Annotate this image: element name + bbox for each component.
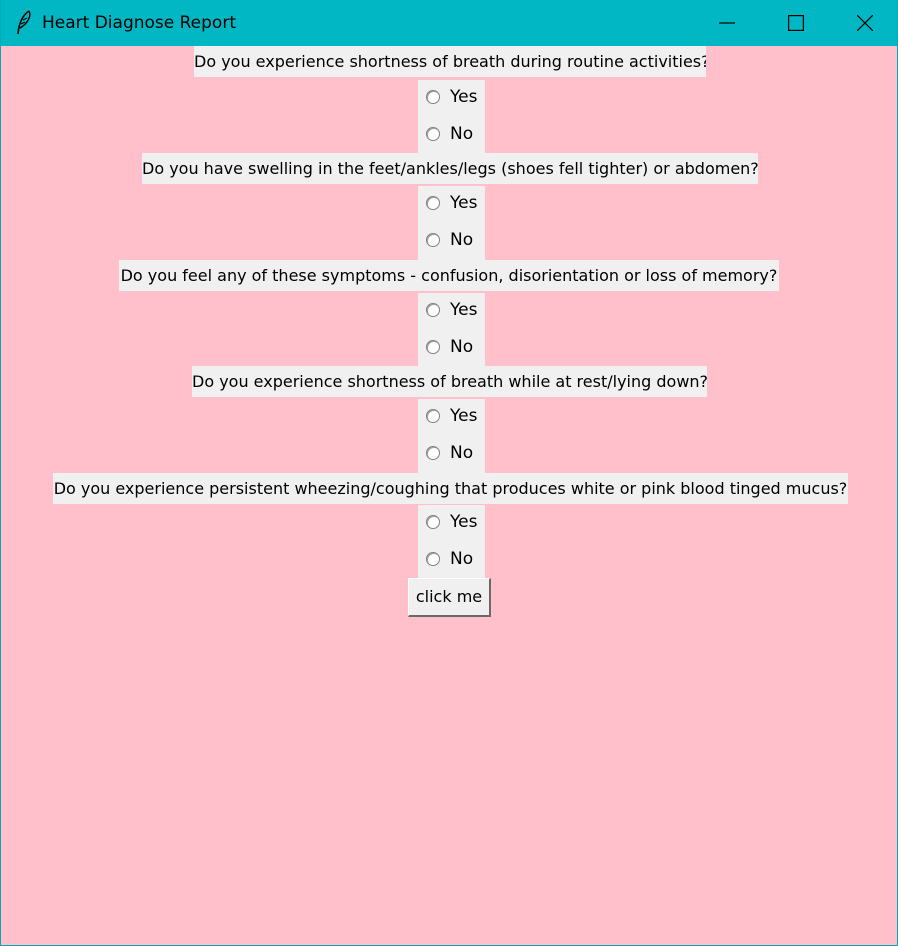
question-2-no-radio[interactable]: No	[418, 223, 485, 260]
radio-label: Yes	[450, 300, 478, 320]
radio-label: No	[450, 443, 474, 463]
close-icon	[857, 15, 873, 31]
radio-circle-icon[interactable]	[426, 233, 440, 247]
question-2-label: Do you have swelling in the feet/ankles/…	[142, 153, 758, 184]
title-bar[interactable]: Heart Diagnose Report	[1, 0, 897, 46]
question-4-label: Do you experience shortness of breath wh…	[192, 366, 707, 397]
question-4-yes-radio[interactable]: Yes	[418, 399, 485, 436]
close-button[interactable]	[830, 0, 898, 46]
click-me-button[interactable]: click me	[408, 578, 491, 617]
radio-circle-icon[interactable]	[426, 409, 440, 423]
minimize-icon	[719, 22, 735, 24]
radio-circle-icon[interactable]	[426, 196, 440, 210]
radio-label: Yes	[450, 193, 478, 213]
question-5-label: Do you experience persistent wheezing/co…	[53, 473, 848, 504]
question-5-no-radio[interactable]: No	[418, 542, 485, 579]
radio-label: No	[450, 549, 474, 569]
question-3-label: Do you feel any of these symptoms - conf…	[119, 260, 779, 291]
radio-circle-icon[interactable]	[426, 552, 440, 566]
window-title: Heart Diagnose Report	[42, 13, 236, 33]
radio-label: Yes	[450, 87, 478, 107]
question-3-yes-radio[interactable]: Yes	[418, 293, 485, 330]
question-1-no-radio[interactable]: No	[418, 117, 485, 154]
maximize-icon	[788, 15, 804, 31]
radio-circle-icon[interactable]	[426, 127, 440, 141]
radio-label: No	[450, 124, 474, 144]
radio-circle-icon[interactable]	[426, 340, 440, 354]
question-1-label: Do you experience shortness of breath du…	[194, 46, 706, 77]
question-4-no-radio[interactable]: No	[418, 436, 485, 473]
radio-circle-icon[interactable]	[426, 515, 440, 529]
radio-label: No	[450, 230, 474, 250]
radio-circle-icon[interactable]	[426, 446, 440, 460]
question-1-yes-radio[interactable]: Yes	[418, 80, 485, 117]
radio-circle-icon[interactable]	[426, 90, 440, 104]
radio-label: Yes	[450, 512, 478, 532]
feather-icon	[17, 10, 31, 35]
radio-label: No	[450, 337, 474, 357]
question-2-yes-radio[interactable]: Yes	[418, 186, 485, 223]
maximize-button[interactable]	[761, 0, 831, 46]
radio-circle-icon[interactable]	[426, 303, 440, 317]
radio-label: Yes	[450, 406, 478, 426]
question-3-no-radio[interactable]: No	[418, 330, 485, 367]
minimize-button[interactable]	[692, 0, 762, 46]
question-5-yes-radio[interactable]: Yes	[418, 505, 485, 542]
